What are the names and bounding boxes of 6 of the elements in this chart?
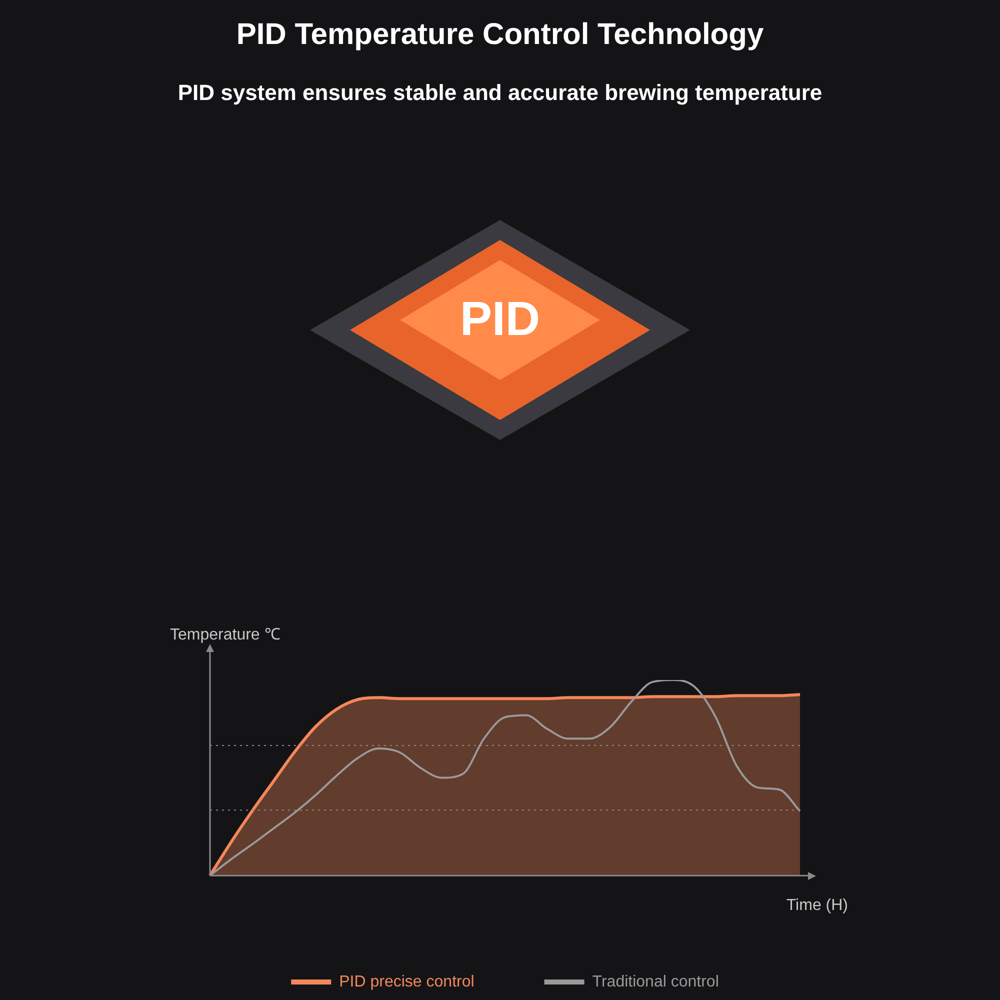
legend-label: PID precise control xyxy=(339,973,474,990)
x-axis-title: Time (H) xyxy=(786,897,848,914)
y-axis-title: Temperature ℃ xyxy=(170,626,280,644)
legend-label: Traditional control xyxy=(592,973,719,990)
chart-title: PID Temperature Control Technology xyxy=(235,18,765,52)
chart-subtitle: PID system ensures stable and accurate brewing temperature xyxy=(176,80,824,106)
